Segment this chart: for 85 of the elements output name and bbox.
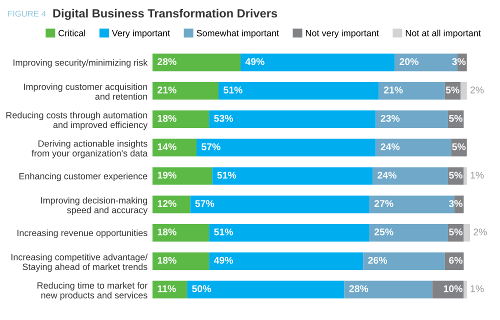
data-label: 49% <box>214 256 233 264</box>
bar <box>464 224 470 242</box>
data-label: 18% <box>158 256 176 264</box>
data-label: 21% <box>384 86 403 94</box>
data-label: 57% <box>202 143 220 150</box>
bar <box>212 167 373 185</box>
data-label: 21% <box>158 86 176 94</box>
data-label: 19% <box>158 172 176 179</box>
legend-label: Somewhat important <box>196 30 279 38</box>
bar <box>187 280 344 298</box>
bar <box>218 82 379 100</box>
data-label: 28% <box>158 58 176 66</box>
data-label: 14% <box>158 143 176 150</box>
bar <box>152 280 188 298</box>
y-tick-label: Improving security/minimizing risk <box>14 59 148 68</box>
legend-label: Critical <box>58 30 86 36</box>
bar <box>152 196 190 214</box>
caption: FIGURE 4 <box>8 10 46 17</box>
data-label: 10% <box>444 285 463 292</box>
y-tick-label: Deriving actionable insights from your organization's data <box>32 140 148 158</box>
data-label: 23% <box>380 114 400 122</box>
bar <box>464 280 467 298</box>
data-label: 25% <box>374 228 394 236</box>
bar <box>152 252 210 270</box>
data-label: 24% <box>380 143 400 150</box>
bar <box>152 167 212 185</box>
data-label: 57% <box>195 200 214 207</box>
bar <box>152 54 241 72</box>
data-label: 5% <box>449 228 463 236</box>
data-label: 18% <box>158 228 176 236</box>
bar <box>240 54 395 72</box>
chart-title: Digital Business Transformation Drivers <box>53 8 278 20</box>
data-label: 51% <box>224 86 242 94</box>
y-tick-label: Improving customer acquisition and retention <box>24 83 148 100</box>
bar <box>376 138 452 156</box>
y-tick-label: Reducing time to market for new products and services <box>38 282 148 300</box>
data-label: 3% <box>452 58 466 66</box>
data-label: 11% <box>158 285 176 292</box>
bar <box>152 82 219 100</box>
data-label: 51% <box>217 172 236 179</box>
data-label: 2% <box>470 86 484 94</box>
data-label: 18% <box>158 114 176 122</box>
bar <box>460 82 467 100</box>
y-tick-label: Reducing costs through automation and improved efficiency <box>6 112 148 130</box>
data-label: 50% <box>192 285 211 292</box>
data-label: 28% <box>349 285 368 292</box>
data-label: 3% <box>448 200 463 208</box>
data-label: 5% <box>449 172 463 179</box>
data-label: 12% <box>158 200 176 207</box>
legend-label: Not very important <box>306 30 379 38</box>
bar <box>209 110 376 128</box>
bar <box>363 252 445 270</box>
bar <box>152 224 210 242</box>
data-label: 2% <box>474 228 487 236</box>
bar <box>369 224 448 242</box>
data-label: 5% <box>449 114 463 122</box>
data-label: 51% <box>214 228 233 236</box>
data-label: 1% <box>470 285 484 292</box>
y-tick-label: Increasing competitive advantage/ Staying ahead of market trends <box>11 254 148 272</box>
bar <box>152 110 210 128</box>
bar <box>376 110 448 128</box>
data-label: 1% <box>470 172 484 179</box>
data-label: 26% <box>368 256 388 264</box>
legend-label: Not at all important <box>406 30 481 38</box>
bar <box>196 138 376 156</box>
bar <box>344 280 432 298</box>
bar <box>190 196 370 214</box>
data-label: 53% <box>214 114 233 122</box>
bar <box>372 167 448 185</box>
bar <box>209 252 364 270</box>
data-label: 5% <box>446 86 460 94</box>
y-tick-label: Improving decision-making speed and accuracy <box>41 196 148 216</box>
data-label: 24% <box>378 172 396 179</box>
y-tick-label: Increasing revenue opportunities <box>17 230 148 238</box>
bar <box>464 167 467 185</box>
data-label: 6% <box>449 256 463 264</box>
data-label: 27% <box>374 200 394 207</box>
y-tick-label: Enhancing customer experience <box>19 172 148 182</box>
data-label: 49% <box>245 58 264 66</box>
bar <box>209 224 370 242</box>
data-label: 5% <box>452 143 466 150</box>
bar <box>152 138 197 156</box>
bar <box>378 82 445 100</box>
data-label: 20% <box>400 58 418 66</box>
legend-label: Very important <box>112 30 170 38</box>
